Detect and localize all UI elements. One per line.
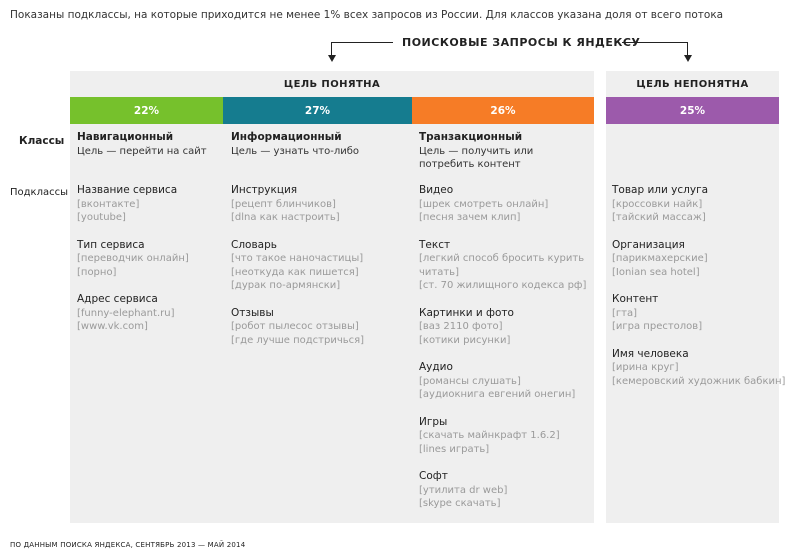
subclass-list-navigational: Название сервиса [вконтакте] [youtube] Тип …	[77, 184, 222, 334]
subclass-item: Игры [скачать майнкрафт 1.6.2] [lines игра…	[419, 416, 591, 457]
share-band-unclear: 25%	[606, 97, 779, 124]
example-query: [неоткуда как пишется]	[231, 266, 359, 278]
subclass-list-transactional: Видео [шрек смотреть онлайн] [песня зачем …	[419, 184, 591, 511]
subclass-name: Контент	[612, 293, 659, 305]
subclass-item: Инструкция [рецепт блинчиков] [dlna как на…	[231, 184, 411, 225]
class-header-informational: Информационный Цель — узнать что-либо	[231, 131, 411, 158]
subclass-name: Игры	[419, 415, 448, 428]
subclass-name: Видео	[419, 184, 454, 196]
example-query: [аудиокнига евгений онегин]	[419, 389, 576, 400]
subclass-name: Имя человека	[612, 347, 689, 360]
subclass-item: Название сервиса [вконтакте] [youtube]	[77, 184, 222, 225]
page-title: ПОИСКОВЫЕ ЗАПРОСЫ К ЯНДЕКСУ	[402, 36, 641, 49]
example-query: [шрек смотреть онлайн]	[419, 198, 549, 210]
subclass-item: Текст [легкий способ бросить курить читать…	[419, 239, 591, 293]
share-band-informational: 27%	[223, 97, 412, 124]
example-query: [ст. 70 жилищного кодекса рф]	[419, 280, 587, 291]
example-query: [рецепт блинчиков]	[231, 198, 336, 210]
example-query: [робот пылесос отзывы]	[231, 321, 359, 332]
subclass-item: Софт [утилита dr web] [skype скачать]	[419, 470, 591, 511]
example-query: [игра престолов]	[612, 321, 703, 332]
intro-text: Показаны подклассы, на которые приходитс…	[10, 9, 724, 21]
class-description: Цель — получить или потребить контент	[419, 145, 534, 171]
example-query: [youtube]	[77, 212, 126, 223]
subclass-name: Организация	[612, 238, 685, 251]
subclass-name: Адрес сервиса	[77, 293, 158, 305]
example-query: [Ionian sea hotel]	[612, 266, 700, 278]
subclass-item: Тип сервиса [переводчик онлайн] [порно]	[77, 239, 222, 280]
subclass-item: Контент [гта] [игра престолов]	[612, 293, 778, 334]
example-query: [дурак по-армянски]	[231, 280, 341, 291]
example-query: [skype скачать]	[419, 498, 501, 509]
subclass-name: Софт	[419, 470, 448, 482]
source-footer: ПО ДАННЫМ ПОИСКА ЯНДЕКСА, СЕНТЯБРЬ 2013 …	[10, 541, 246, 549]
subclass-item: Адрес сервиса [funny-elephant.ru] [www.vk.…	[77, 293, 222, 334]
subclass-item: Товар или услуга [кроссовки найк] [тайский…	[612, 184, 778, 225]
example-query: [funny-elephant.ru]	[77, 307, 175, 319]
subclass-name: Название сервиса	[77, 184, 178, 196]
share-band-transactional: 26%	[412, 97, 594, 124]
subclass-list-informational: Инструкция [рецепт блинчиков] [dlna как на…	[231, 184, 411, 347]
example-query: [dlna как настроить]	[231, 212, 340, 223]
subclass-item: Аудио [романсы слушать] [аудиокнига евгени…	[419, 361, 591, 402]
example-query: [тайский массаж]	[612, 212, 706, 223]
arrow-down-icon	[327, 55, 336, 62]
subclass-name: Картинки и фото	[419, 306, 514, 319]
subclass-item: Словарь [что такое наночастицы] [неоткуда …	[231, 239, 411, 293]
example-query: [ваз 2110 фото]	[419, 321, 503, 332]
example-query: [утилита dr web]	[419, 484, 508, 496]
example-query: [кроссовки найк]	[612, 198, 703, 210]
example-query: [скачать майнкрафт 1.6.2]	[419, 430, 560, 441]
panel-goal-unclear	[606, 71, 779, 523]
subclass-name: Текст	[419, 238, 451, 251]
subclass-name: Аудио	[419, 361, 453, 373]
subclass-name: Тип сервиса	[77, 238, 145, 251]
subclass-item: Картинки и фото [ваз 2110 фото] [котики ри…	[419, 307, 591, 348]
subclass-name: Товар или услуга	[612, 184, 709, 196]
group-title-unclear: ЦЕЛЬ НЕПОНЯТНА	[636, 79, 749, 90]
class-header-navigational: Навигационный Цель — перейти на сайт	[77, 131, 223, 158]
panel-goal-clear	[70, 71, 594, 523]
example-query: [порно]	[77, 266, 117, 278]
title-bracket-right	[622, 42, 688, 43]
title-bracket-right-stem	[687, 42, 688, 56]
example-query: [www.vk.com]	[77, 321, 148, 332]
example-query: [парикмахерские]	[612, 253, 708, 264]
subclass-name: Инструкция	[231, 184, 298, 196]
example-query: [легкий способ бросить курить	[419, 253, 585, 264]
group-title-clear: ЦЕЛЬ ПОНЯТНА	[283, 79, 381, 90]
example-query: [котики рисунки]	[419, 334, 511, 346]
subclass-item: Видео [шрек смотреть онлайн] [песня зачем …	[419, 184, 591, 225]
example-query: [кемеровский художник бабкин]	[612, 375, 786, 387]
subclass-item: Отзывы [робот пылесос отзывы] [где лучше п…	[231, 307, 411, 348]
example-query: [гта]	[612, 307, 638, 319]
subclass-item: Имя человека [ирина круг] [кемеровский худ…	[612, 347, 786, 389]
example-query: читать]	[419, 266, 459, 278]
class-description: Цель — перейти на сайт	[77, 145, 207, 157]
example-query: [романсы слушать]	[419, 375, 521, 387]
subclass-name: Отзывы	[231, 306, 274, 319]
example-query: [lines играть]	[419, 443, 490, 455]
subclass-item: Организация [парикмахерские] [Ionian sea h…	[612, 239, 778, 280]
class-description: Цель — узнать что-либо	[231, 145, 359, 157]
example-query: [ирина круг]	[612, 362, 679, 373]
example-query: [песня зачем клип]	[419, 212, 521, 223]
arrow-down-icon	[683, 55, 692, 62]
share-band-navigational: 22%	[70, 97, 223, 124]
class-name: Информационный	[231, 131, 342, 143]
title-bracket-left	[331, 42, 393, 43]
example-query: [переводчик онлайн]	[77, 253, 189, 264]
subclass-name: Словарь	[231, 238, 277, 251]
row-label-subclasses: Подклассы	[10, 187, 69, 198]
example-query: [вконтакте]	[77, 198, 140, 210]
example-query: [где лучше подстричься]	[231, 334, 365, 346]
example-query: [что такое наночастицы]	[231, 253, 364, 264]
class-name: Навигационный	[77, 131, 174, 143]
subclass-list-unclear: Товар или услуга [кроссовки найк] [тайский…	[612, 184, 786, 389]
class-header-transactional: Транзакционный Цель — получить или потре…	[419, 131, 589, 172]
row-label-classes: Классы	[19, 135, 65, 147]
title-bracket-left-stem	[331, 42, 332, 56]
class-name: Транзакционный	[419, 131, 523, 143]
